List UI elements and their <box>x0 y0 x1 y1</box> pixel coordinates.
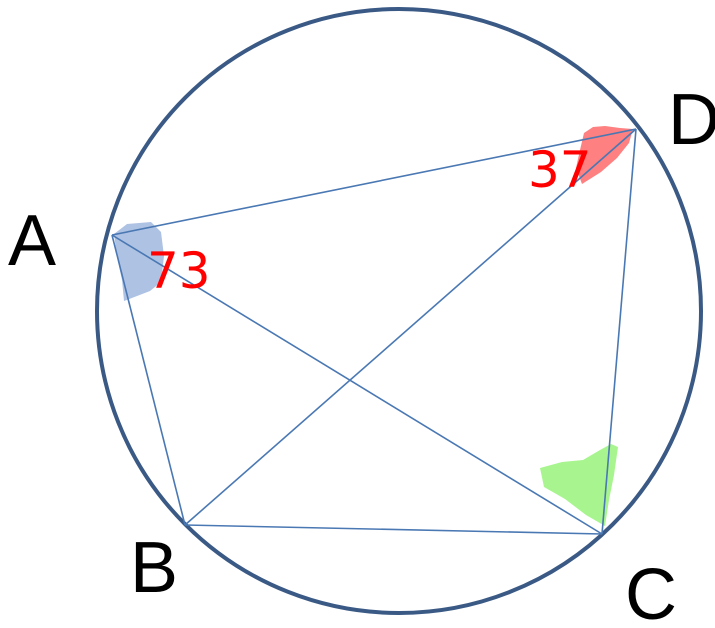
side-da <box>111 128 637 236</box>
side-ab <box>111 234 186 526</box>
diagonal-ac <box>111 234 603 535</box>
diagonal-bd <box>184 128 637 526</box>
side-cd <box>601 128 637 535</box>
point-label-c: C <box>625 555 677 628</box>
point-label-d: D <box>668 80 715 160</box>
circumcircle <box>95 7 703 615</box>
side-bc <box>184 524 603 535</box>
angle-shade-c <box>540 444 618 526</box>
angle-label-d: 37 <box>528 141 592 199</box>
segments <box>111 128 637 535</box>
angle-shade-a <box>114 222 164 301</box>
point-label-a: A <box>8 201 56 281</box>
point-label-b: B <box>130 528 178 608</box>
angle-label-a: 73 <box>147 242 211 300</box>
